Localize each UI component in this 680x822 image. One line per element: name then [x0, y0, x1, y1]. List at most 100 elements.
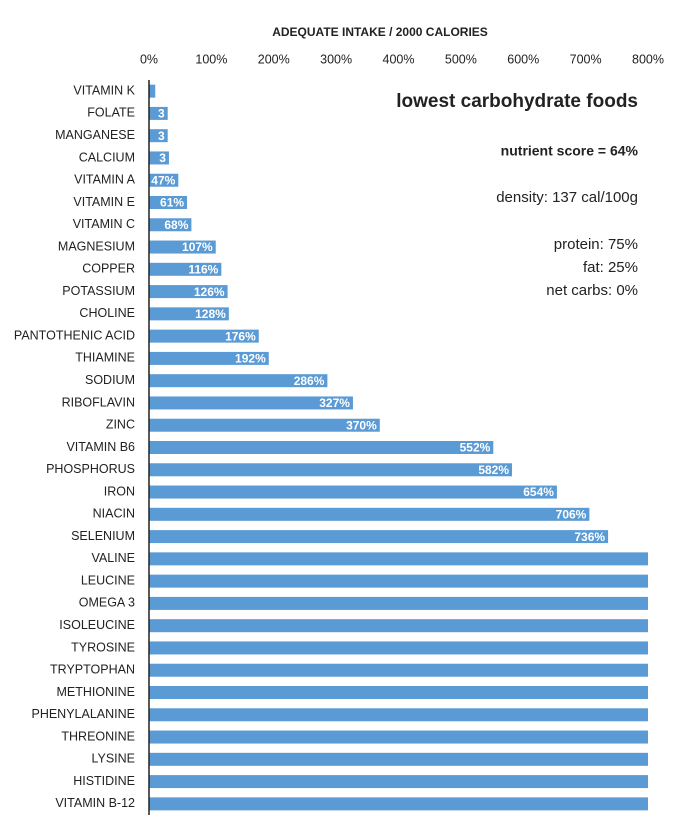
value-label: 116%	[188, 262, 218, 276]
bar	[149, 106, 168, 120]
y-tick-label: THREONINE	[61, 729, 135, 743]
bar	[149, 619, 648, 633]
y-tick-label: METHIONINE	[57, 685, 135, 699]
bar	[149, 441, 494, 454]
annotation: protein: 75%	[554, 236, 638, 253]
annotation: net carbs: 0%	[546, 282, 638, 299]
bar	[149, 663, 648, 677]
y-tick-label: NIACIN	[93, 507, 135, 521]
annotation: fat: 25%	[583, 259, 638, 276]
bar	[149, 396, 353, 410]
x-tick-label: 500%	[445, 52, 477, 66]
value-label: 3	[159, 151, 166, 165]
y-tick-label: HISTIDINE	[73, 774, 135, 788]
bar	[149, 552, 648, 566]
bars	[149, 84, 648, 811]
value-label: 61%	[160, 196, 184, 210]
bar	[149, 329, 259, 343]
value-label: 706%	[556, 507, 587, 521]
bar	[149, 485, 557, 499]
bar	[149, 196, 188, 209]
y-tick-label: CHOLINE	[79, 306, 135, 320]
y-tick-label: SODIUM	[85, 373, 135, 387]
value-label: 552%	[460, 441, 491, 455]
value-label: 68%	[164, 218, 188, 232]
bar	[149, 84, 156, 98]
bar	[149, 285, 228, 299]
bar	[149, 173, 179, 187]
annotation: lowest carbohydrate foods	[396, 91, 638, 112]
x-tick-label: 200%	[258, 52, 290, 66]
y-tick-label: IRON	[104, 484, 135, 498]
bar	[149, 730, 648, 744]
y-tick-label: SELENIUM	[71, 529, 135, 543]
y-tick-label: PHOSPHORUS	[46, 462, 135, 476]
value-label: 126%	[194, 285, 225, 299]
bar	[149, 218, 192, 232]
y-tick-label: ZINC	[106, 418, 135, 432]
y-tick-label: VALINE	[91, 551, 135, 565]
bar	[149, 507, 590, 521]
bar	[149, 530, 609, 544]
value-label: 3	[158, 107, 165, 121]
y-tick-label: LEUCINE	[81, 573, 135, 587]
y-tick-label: PHENYLALANINE	[31, 707, 135, 721]
bar	[149, 307, 229, 321]
x-tick-label: 700%	[570, 52, 602, 66]
y-tick-label: MANGANESE	[55, 128, 135, 142]
annotation: density: 137 cal/100g	[496, 189, 638, 206]
value-label: 370%	[346, 418, 377, 432]
x-tick-label: 400%	[383, 52, 415, 66]
bar	[149, 641, 648, 655]
bar	[149, 351, 269, 365]
y-tick-label: VITAMIN K	[73, 83, 135, 97]
value-label: 47%	[151, 173, 175, 187]
bar	[149, 596, 648, 610]
y-tick-label: TYROSINE	[71, 640, 135, 654]
x-tick-label: 800%	[632, 52, 664, 66]
y-tick-label: COPPER	[82, 262, 135, 276]
y-tick-label: VITAMIN B-12	[55, 796, 135, 810]
bar	[149, 151, 169, 165]
y-tick-label: POTASSIUM	[62, 284, 135, 298]
y-tick-label: TRYPTOPHAN	[50, 663, 135, 677]
y-tick-label: LYSINE	[91, 752, 135, 766]
y-tick-label: THIAMINE	[75, 351, 135, 365]
bar	[149, 574, 648, 588]
x-tick-label: 300%	[320, 52, 352, 66]
value-label: 286%	[294, 374, 325, 388]
value-label: 176%	[225, 329, 256, 343]
bar	[149, 129, 168, 143]
value-label: 3	[158, 129, 165, 143]
bar	[149, 752, 648, 766]
value-label: 582%	[478, 463, 509, 477]
value-label: 192%	[235, 352, 266, 366]
y-tick-label: MAGNESIUM	[58, 239, 135, 253]
bar	[149, 262, 222, 276]
y-tick-label: CALCIUM	[79, 150, 135, 164]
bar	[149, 775, 648, 789]
bar	[149, 240, 216, 254]
x-tick-label: 0%	[140, 52, 158, 66]
bar	[149, 463, 513, 477]
bar	[149, 374, 328, 388]
y-tick-label: RIBOFLAVIN	[62, 395, 135, 409]
x-axis-title: ADEQUATE INTAKE / 2000 CALORIES	[272, 25, 488, 39]
bar	[149, 708, 648, 722]
value-label: 128%	[195, 307, 226, 321]
value-label: 107%	[182, 240, 213, 254]
value-label: 736%	[574, 530, 605, 544]
bar	[149, 797, 648, 811]
bar	[149, 418, 380, 432]
y-tick-label: OMEGA 3	[79, 596, 135, 610]
bar	[149, 686, 648, 699]
x-tick-label: 100%	[195, 52, 227, 66]
value-label: 654%	[523, 485, 554, 499]
value-label: 327%	[319, 396, 350, 410]
y-tick-label: VITAMIN E	[73, 195, 135, 209]
y-tick-label: VITAMIN A	[74, 173, 136, 187]
annotation: nutrient score = 64%	[501, 143, 639, 159]
y-tick-label: PANTOTHENIC ACID	[14, 328, 135, 342]
y-tick-label: FOLATE	[87, 106, 135, 120]
